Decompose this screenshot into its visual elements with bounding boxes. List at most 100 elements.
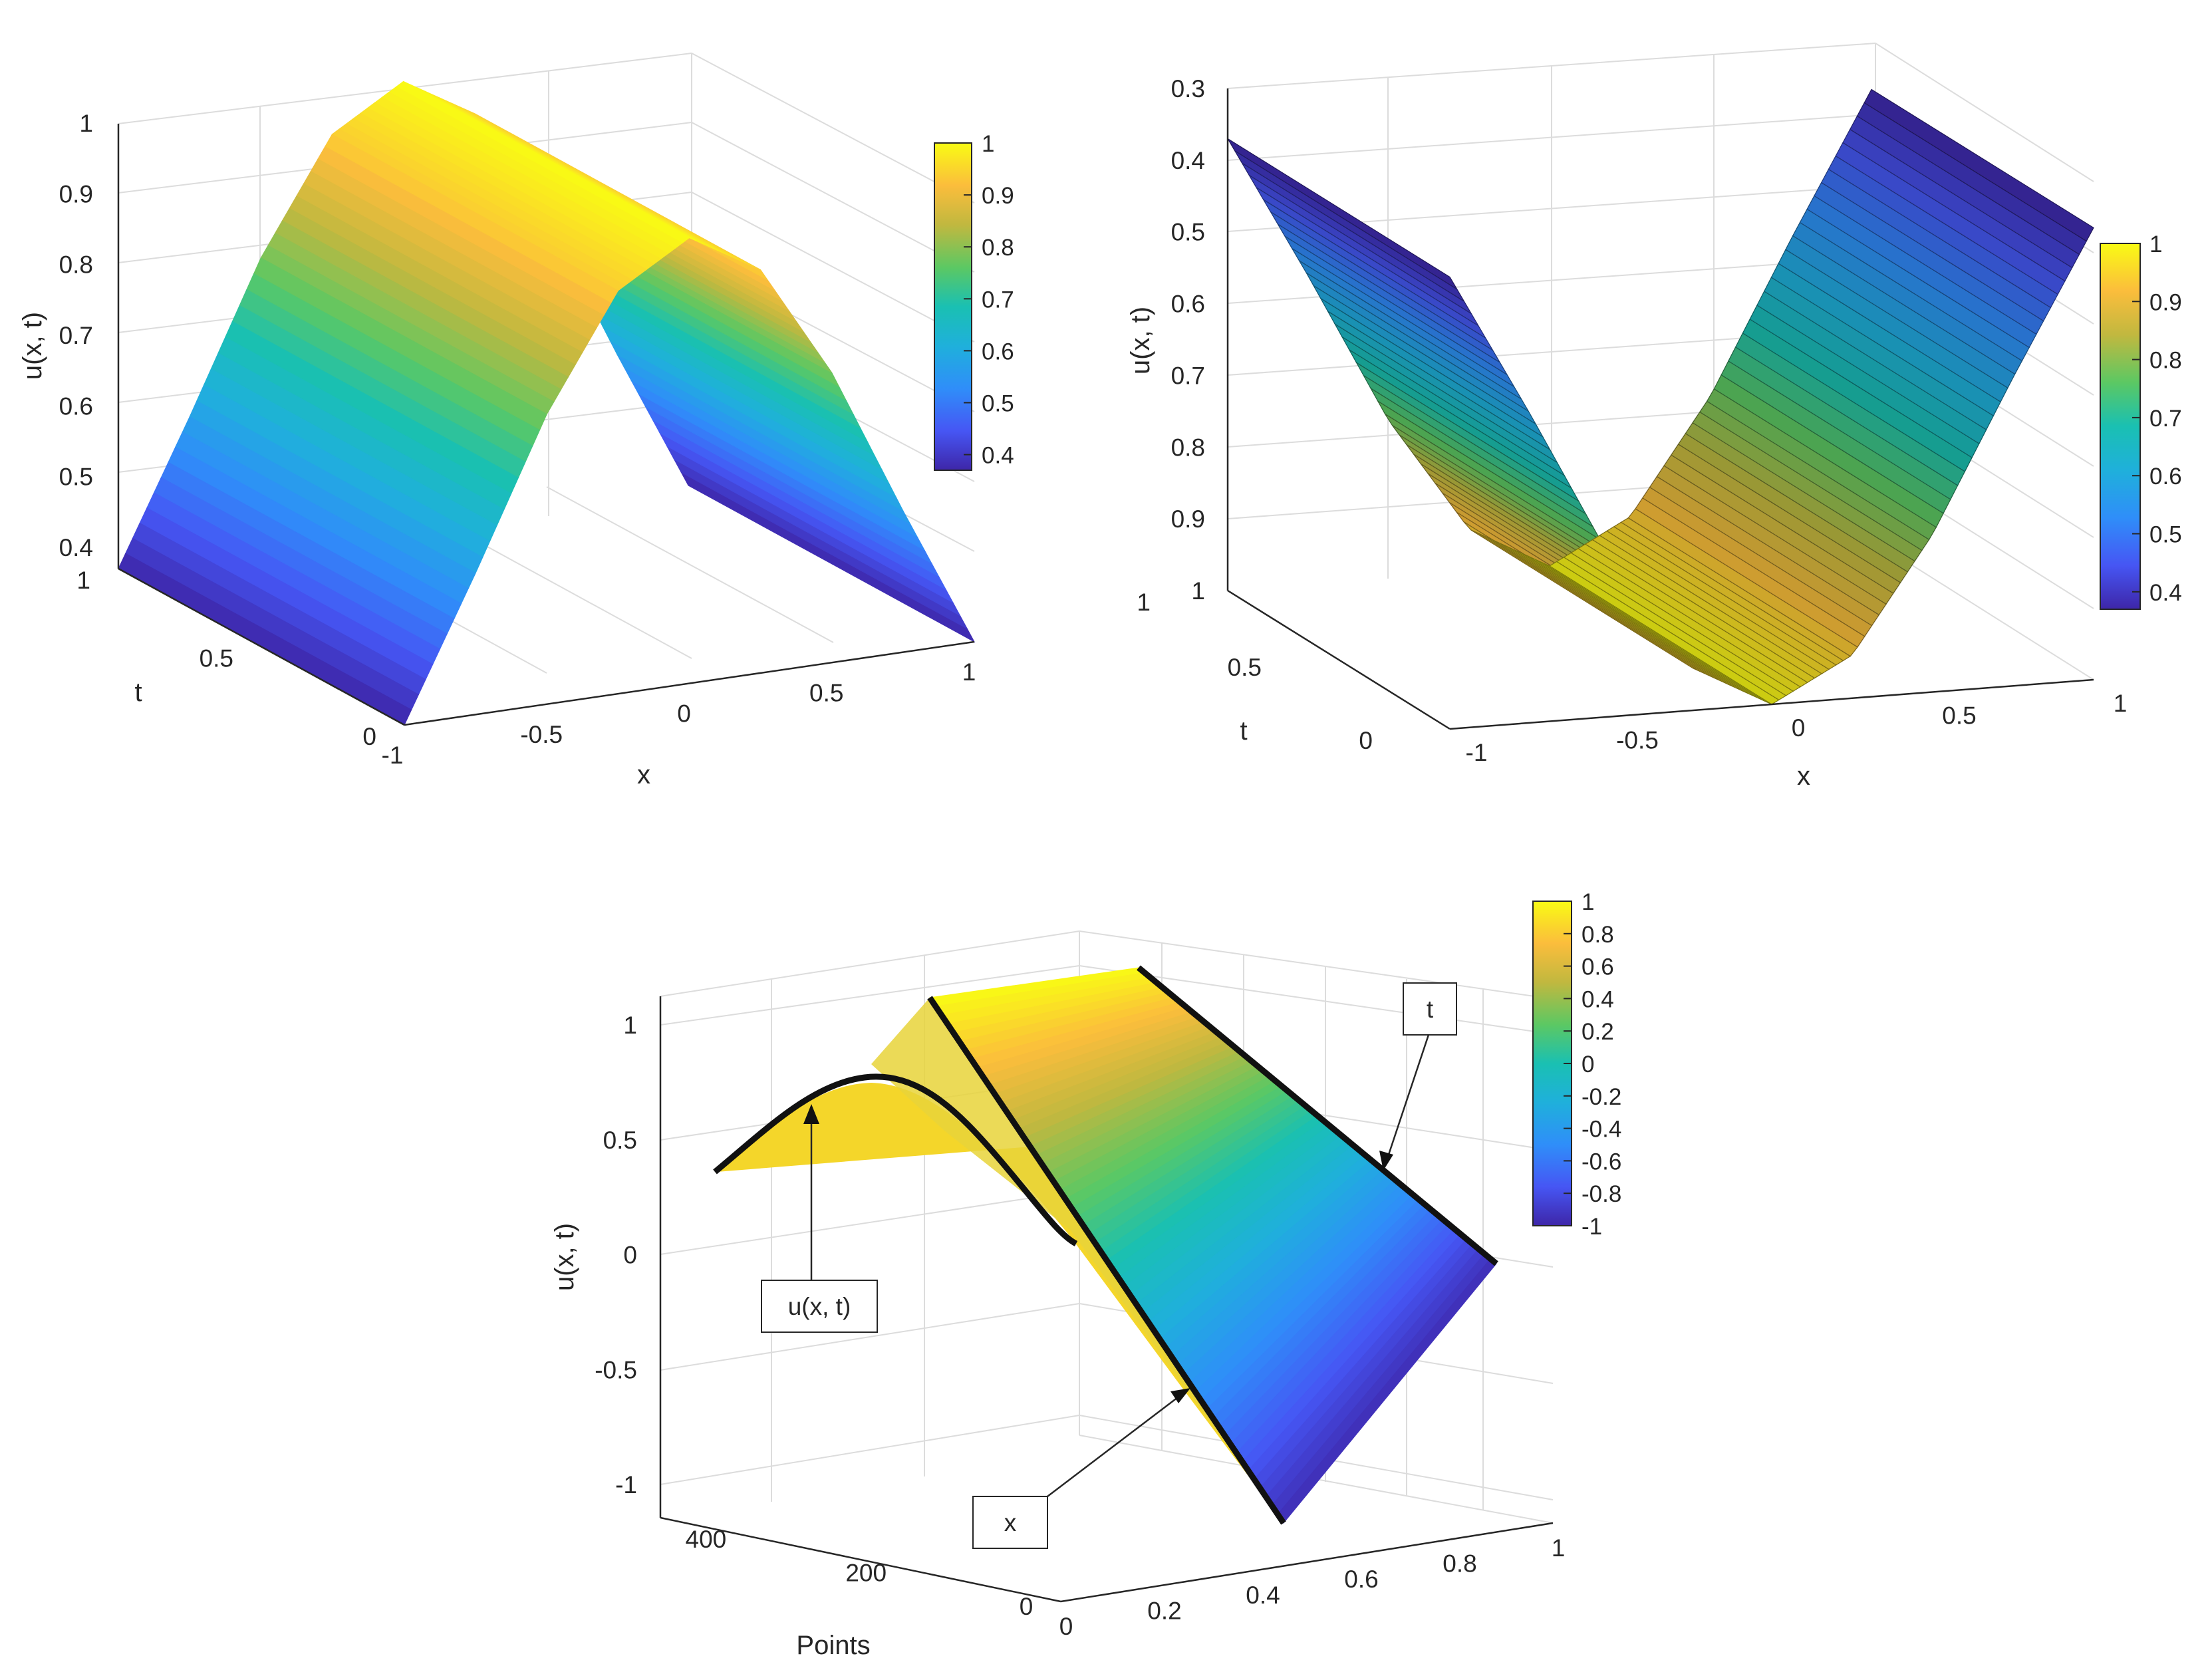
annotation-x-arrow [1047, 1395, 1181, 1497]
panel-3-z-tick: 1 [623, 1012, 637, 1039]
panel-2-x-tick: 0.5 [1942, 702, 1976, 730]
panel-1-colorbar-tick: 0.9 [982, 183, 1014, 209]
panel-3-points-tick: 0 [1020, 1593, 1034, 1620]
panel-2-z-tick: 0.3 [1171, 75, 1205, 102]
panel-3-z-tick: 0.5 [603, 1127, 637, 1154]
panel-3-colorbar-tick: 0.2 [1582, 1019, 1614, 1045]
panel-3-colorbar-tick: 0.6 [1582, 954, 1614, 980]
panel-1-colorbar-tick: 1 [982, 131, 994, 157]
panel-2-z-tick: 0.7 [1171, 362, 1205, 389]
panel-3-colorbar: 1 0.8 0.6 0.4 0.2 0 -0.2 -0.4 -0.6 -0.8 -1 [1532, 889, 1621, 1240]
panel-1-colorbar-tick: 0.7 [982, 287, 1014, 313]
panel-3-surface-arch [717, 1083, 1284, 1523]
panel-3-y-tick: 1 [1552, 1534, 1566, 1562]
annotation-u: u(x, t) [761, 1104, 878, 1333]
panel-2-colorbar-tick: 0.9 [2149, 289, 2182, 315]
panel-1-x-label: x [637, 760, 650, 789]
panel-2-colorbar-tick: 0.4 [2149, 580, 2182, 606]
panel-1-z-tick: 1 [79, 110, 93, 137]
annotation-t-box [1403, 982, 1457, 1036]
panel-3-z-tick: 0 [623, 1242, 637, 1269]
panel-1-z-tick: 0.6 [59, 392, 93, 420]
panel-2-colorbar-tick: 1 [2149, 231, 2162, 257]
panel-1-colorbar-tick: 0.5 [982, 390, 1014, 416]
annotation-x-text: x [1004, 1509, 1017, 1536]
panel-3-points-tick: 400 [686, 1526, 727, 1553]
panel-3-y-tick: 0.8 [1443, 1550, 1476, 1578]
panel-1-z-label: u(x, t) [18, 312, 47, 380]
panel-2-x-label: x [1797, 762, 1810, 791]
panel-1-colorbar-tick: 0.8 [982, 235, 1014, 261]
panel-3-colorbar-tick: 0 [1582, 1051, 1594, 1077]
panel-3-surface [713, 965, 1498, 1525]
panel-1-colorbar-tick: 0.6 [982, 339, 1014, 364]
panel-3-y-tick: 0 [1059, 1613, 1073, 1640]
panel-1-x-tick: 1 [962, 658, 976, 686]
panel-3-z-label: u(x, t) [550, 1223, 579, 1291]
panel-2-z-label: u(x, t) [1126, 307, 1155, 374]
annotation-t-arrowhead [1379, 1151, 1393, 1171]
panel-2-t-tick: 1 [1137, 589, 1151, 616]
panel-2-x-tick: 1 [2114, 690, 2128, 717]
panel-2-t-tick: 0 [1359, 727, 1373, 754]
annotation-x: x [972, 1388, 1190, 1549]
panel-2-colorbar-ticks: 0.4 0.5 0.6 0.7 0.8 0.9 1 [2132, 231, 2182, 606]
panel-3-u-curve [713, 1073, 1078, 1246]
panel-3-z-tick: -0.5 [595, 1356, 637, 1383]
panel-1-surface [118, 80, 976, 726]
panel-1-colorbar: 0.4 0.5 0.6 0.7 0.8 0.9 1 [934, 131, 1014, 471]
panel-2-z-tick: 0.5 [1171, 219, 1205, 246]
panel-1-x-tick: 0.5 [809, 679, 843, 706]
panel-1-ticks: 0.4 0.5 0.6 0.7 0.8 0.9 1 -1 -0.5 0 0.5 1 0 0.5 1 [59, 110, 976, 769]
panel-2-t-tick: 0.5 [1228, 654, 1262, 681]
panel-2-z-tick: 0.8 [1171, 434, 1205, 461]
panel-2-colorbar-tick: 0.5 [2149, 522, 2182, 548]
panel-2-colorbar-gradient [2100, 243, 2141, 610]
panel-2-z-tick: 1 [1191, 577, 1205, 605]
panel-3-axes [659, 996, 1554, 1603]
panel-3-colorbar-tick: -0.2 [1582, 1084, 1621, 1110]
panel-3-points-label: Points [796, 1631, 870, 1660]
panel-3-colorbar-tick: 0.4 [1582, 986, 1614, 1012]
panel-3-t-edge [1137, 965, 1498, 1266]
panel-2-axes [1226, 88, 2094, 730]
panel-3-colorbar-tick: -1 [1582, 1214, 1602, 1240]
panel-2-colorbar-tick: 0.6 [2149, 464, 2182, 490]
panel-1-colorbar-ticks: 0.4 0.5 0.6 0.7 0.8 0.9 1 [964, 131, 1014, 469]
annotation-t-text: t [1427, 996, 1434, 1023]
panel-2-t-label: t [1240, 716, 1247, 746]
panel-1-x-tick: -1 [382, 742, 404, 769]
panel-2-z-tick: 0.6 [1171, 291, 1205, 318]
panel-1-z-tick: 0.7 [59, 322, 93, 349]
annotation-u-arrowhead [803, 1104, 819, 1124]
panel-3-x-edge [927, 996, 1286, 1525]
annotation-t: t [1379, 982, 1457, 1171]
panel-2-colorbar-tick: 0.8 [2149, 348, 2182, 374]
panel-2-ticks: 0.3 0.4 0.5 0.6 0.7 0.8 0.9 1 -1 -0.5 0 0.5 1 0 0.5 1 [1137, 75, 2127, 766]
panel-2-colorbar: 0.4 0.5 0.6 0.7 0.8 0.9 1 [2100, 231, 2182, 610]
panel-3-colorbar-tick: -0.4 [1582, 1117, 1621, 1143]
annotation-x-arrowhead [1171, 1388, 1190, 1403]
panel-2-colorbar-tick: 0.7 [2149, 406, 2182, 432]
panel-3-colorbar-tick: -0.8 [1582, 1181, 1621, 1207]
panel-1-z-tick: 0.9 [59, 180, 93, 208]
panel-2-surface-strip [1863, 88, 2094, 242]
panel-2-z-tick: 0.9 [1171, 505, 1205, 533]
panel-2-surface-plot: 0.3 0.4 0.5 0.6 0.7 0.8 0.9 1 -1 -0.5 0 0.5 1 0 0.5 1 x… [1126, 43, 2182, 791]
panel-1-t-label: t [134, 678, 142, 707]
panel-3-colorbar-tick: 1 [1582, 889, 1594, 915]
panel-3-y-tick: 0.6 [1344, 1566, 1378, 1593]
panel-3-y-tick: 0.2 [1147, 1597, 1181, 1624]
annotation-u-box [761, 1280, 878, 1333]
annotation-t-arrow [1385, 1034, 1430, 1161]
annotation-u-text: u(x, t) [788, 1293, 851, 1320]
panel-1-colorbar-gradient [934, 142, 972, 471]
panel-1-t-tick: 1 [76, 567, 90, 594]
panel-3-points-tick: 200 [845, 1560, 887, 1587]
panel-1-z-tick: 0.4 [59, 534, 93, 561]
panel-3-colorbar-ticks: 1 0.8 0.6 0.4 0.2 0 -0.2 -0.4 -0.6 -0.8 -1 [1564, 889, 1621, 1240]
panel-1-axes [117, 124, 975, 726]
panel-1-z-tick: 0.8 [59, 251, 93, 279]
